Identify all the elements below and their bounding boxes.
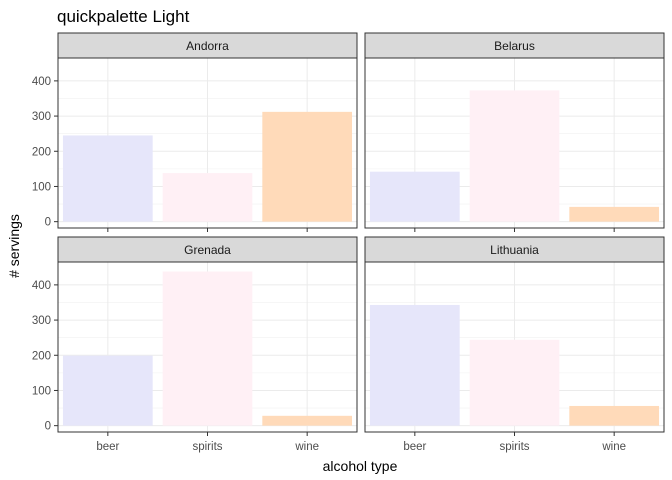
panel-belarus: Belarus [364,32,665,232]
y-tick-label: 0 [45,217,51,229]
strip-label: Grenada [184,243,231,257]
strip-background [57,236,358,263]
x-tick-label-wine: wine [294,441,319,453]
panel-andorra: Andorra 0 100 200 300 400 [32,32,358,232]
y-tick-label: 200 [32,146,51,158]
x-axis-title: alcohol type [323,458,398,474]
x-tick-label-beer: beer [403,441,426,453]
strip-background [364,32,665,59]
bar-grenada-spirits [162,271,253,426]
y-tick-label: 200 [32,350,51,362]
bar-grenada-wine [262,415,353,426]
bar-lithuania-wine [569,405,660,426]
strip-label: Belarus [494,39,535,53]
y-tick-label: 100 [32,385,51,397]
panel-lithuania: Lithuania beer spirits wine [364,236,665,453]
bar-grenada-beer [62,355,153,426]
chart-title: quickpalette Light [57,7,190,26]
y-tick-label: 300 [32,315,51,327]
bar-lithuania-beer [369,304,460,426]
bar-lithuania-spirits [469,339,560,426]
bar-andorra-spirits [162,173,253,222]
strip-label: Lithuania [490,243,539,257]
y-tick-label: 400 [32,280,51,292]
panel-grenada: Grenada 0 100 200 300 400 beer spirits wine [32,236,358,453]
bar-belarus-beer [369,171,460,222]
y-tick-label: 400 [32,76,51,88]
chart-panels: Andorra 0 100 200 300 400 Belarus Grenada 0 100 20… [32,32,665,453]
x-tick-label-spirits: spirits [499,441,529,453]
bar-andorra-wine [262,111,353,222]
x-tick-label-beer: beer [96,441,119,453]
y-tick-label: 300 [32,111,51,123]
bar-andorra-beer [62,135,153,222]
x-tick-label-wine: wine [601,441,626,453]
y-tick-label: 0 [45,421,51,433]
strip-label: Andorra [186,39,229,53]
strip-background [364,236,665,263]
y-tick-label: 100 [32,181,51,193]
bar-belarus-spirits [469,90,560,222]
bar-belarus-wine [569,206,660,222]
strip-background [57,32,358,59]
y-axis-title: # servings [6,214,22,278]
x-tick-label-spirits: spirits [192,441,222,453]
